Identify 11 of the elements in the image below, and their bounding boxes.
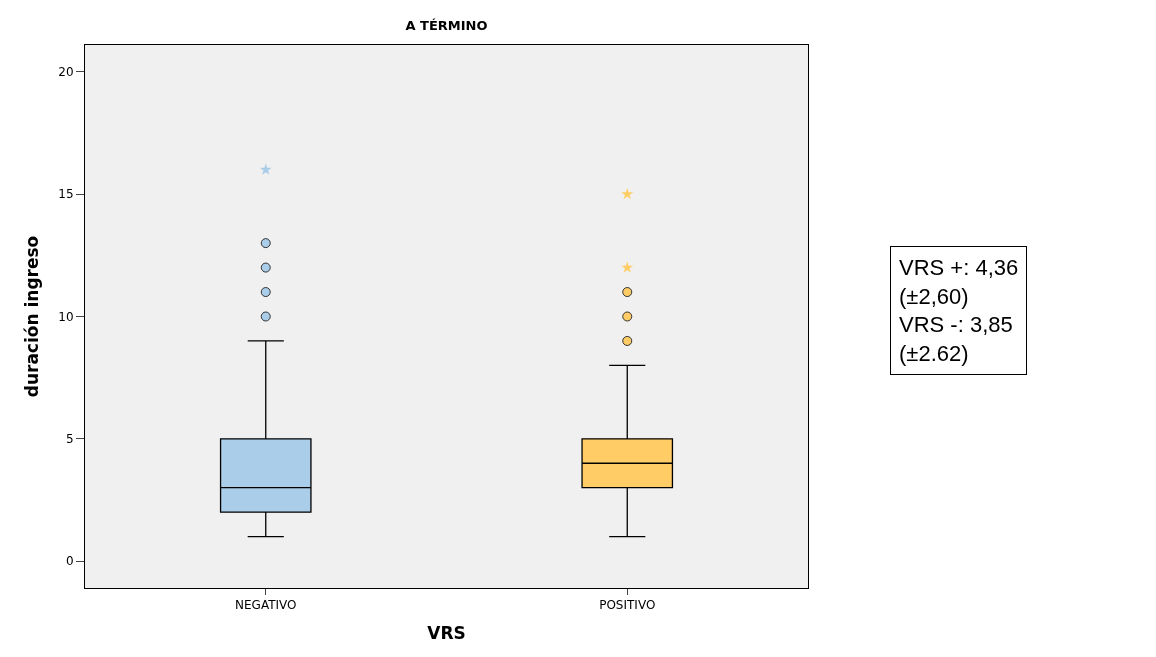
y-axis-title: duración ingreso	[21, 235, 42, 398]
y-tick-label: 0	[65, 554, 74, 569]
text: VRS +: 4,36 (±2,60) VRS -: 3,85 (±2.62)	[899, 255, 1019, 366]
x-tick-label: NEGATIVO	[235, 598, 297, 613]
y-tick-label: 5	[65, 432, 74, 446]
chart-title: A TÉRMINO	[405, 17, 488, 33]
x-axis-title: VRS	[427, 622, 466, 643]
y-tick-label: 10	[58, 309, 74, 324]
y-tick-label: 15	[58, 187, 74, 202]
y-tick-label: 20	[58, 65, 74, 80]
x-tick-label: POSITIVO	[599, 598, 656, 613]
